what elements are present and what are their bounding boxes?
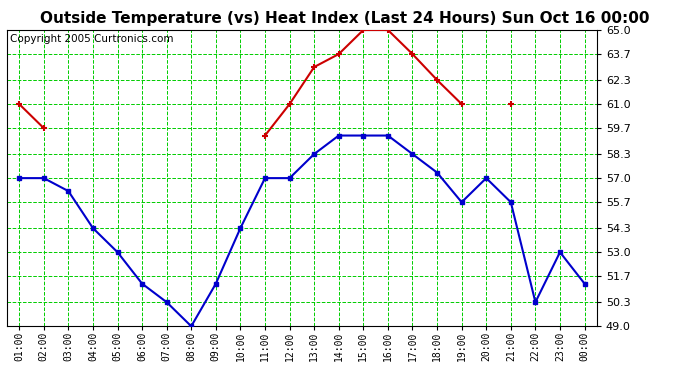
Text: Outside Temperature (vs) Heat Index (Last 24 Hours) Sun Oct 16 00:00: Outside Temperature (vs) Heat Index (Las…: [40, 11, 650, 26]
Text: Copyright 2005 Curtronics.com: Copyright 2005 Curtronics.com: [10, 34, 173, 45]
